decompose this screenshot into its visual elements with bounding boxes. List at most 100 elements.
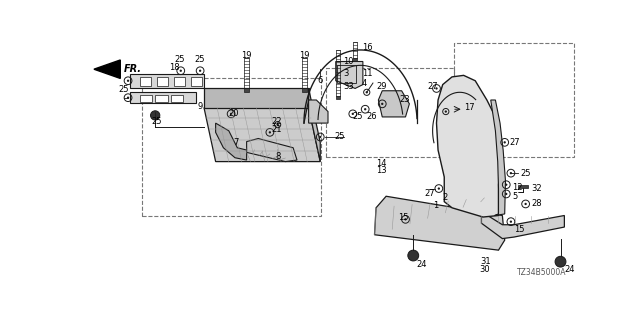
Text: 7: 7 (234, 138, 239, 147)
Circle shape (127, 80, 129, 82)
Text: 21: 21 (271, 125, 282, 134)
Text: 4: 4 (362, 78, 367, 88)
Text: 12: 12 (513, 182, 523, 191)
Polygon shape (308, 100, 328, 123)
Circle shape (127, 97, 129, 99)
Bar (140, 77, 150, 86)
Text: 15: 15 (514, 225, 525, 234)
Text: 20: 20 (229, 109, 239, 118)
Bar (302, 88, 307, 92)
Text: 27: 27 (428, 82, 438, 91)
Bar (140, 95, 152, 101)
Polygon shape (491, 100, 506, 215)
Text: 6: 6 (317, 76, 323, 85)
Text: 27: 27 (509, 138, 520, 147)
Polygon shape (481, 212, 564, 239)
Circle shape (381, 103, 383, 105)
Text: 27: 27 (424, 189, 435, 198)
Polygon shape (518, 185, 528, 192)
Text: TZ34B5000A: TZ34B5000A (517, 268, 566, 277)
Polygon shape (94, 60, 120, 78)
Text: 13: 13 (376, 166, 387, 175)
Text: 25: 25 (334, 132, 345, 141)
Text: 16: 16 (362, 43, 372, 52)
Text: 8: 8 (275, 152, 281, 161)
Text: 11: 11 (362, 68, 372, 77)
Circle shape (509, 220, 512, 223)
Text: 31: 31 (481, 257, 492, 266)
Circle shape (404, 218, 406, 220)
Circle shape (509, 172, 512, 174)
Circle shape (504, 141, 506, 143)
Polygon shape (204, 108, 320, 162)
Text: 33: 33 (344, 82, 355, 91)
Circle shape (150, 111, 160, 120)
Bar (337, 65, 356, 83)
Circle shape (505, 184, 508, 186)
Polygon shape (436, 75, 502, 217)
Circle shape (438, 188, 440, 190)
Circle shape (365, 91, 368, 93)
Bar (157, 77, 168, 86)
Text: 18: 18 (169, 63, 180, 72)
Polygon shape (336, 61, 363, 88)
Polygon shape (131, 92, 196, 103)
Polygon shape (216, 123, 246, 160)
Bar (171, 95, 183, 101)
Text: 2: 2 (443, 193, 448, 202)
Bar (244, 88, 250, 92)
Circle shape (524, 203, 527, 205)
Bar (336, 96, 340, 99)
Circle shape (408, 250, 419, 261)
Text: 15: 15 (397, 212, 408, 221)
Circle shape (351, 113, 354, 115)
Text: 25: 25 (175, 55, 185, 64)
Text: 25: 25 (520, 169, 531, 178)
Text: 19: 19 (241, 51, 252, 60)
Polygon shape (308, 88, 320, 162)
Bar (191, 77, 202, 86)
Text: 1: 1 (433, 201, 438, 210)
Circle shape (319, 136, 321, 138)
Text: 25: 25 (119, 85, 129, 94)
Bar (326, 68, 454, 157)
Bar (454, 43, 573, 157)
Text: 22: 22 (271, 117, 282, 126)
Text: 24: 24 (417, 260, 427, 268)
Text: 9: 9 (198, 102, 203, 111)
Circle shape (364, 108, 366, 110)
Text: 25: 25 (353, 112, 364, 121)
Circle shape (180, 69, 182, 72)
Circle shape (269, 131, 271, 133)
Bar (174, 77, 184, 86)
Text: 26: 26 (367, 112, 378, 121)
Polygon shape (374, 196, 505, 250)
Text: 17: 17 (465, 103, 475, 112)
Text: 32: 32 (531, 184, 541, 193)
Bar (142, 78, 321, 216)
Text: 19: 19 (300, 51, 310, 60)
Circle shape (276, 124, 279, 126)
Text: FR.: FR. (124, 64, 141, 74)
Text: 23: 23 (399, 95, 410, 105)
Text: 28: 28 (531, 199, 541, 208)
Bar (155, 95, 168, 101)
Text: 14: 14 (376, 159, 387, 168)
Text: 10: 10 (344, 57, 354, 66)
Circle shape (555, 256, 566, 267)
Text: 5: 5 (513, 192, 518, 201)
Circle shape (505, 193, 508, 195)
Circle shape (435, 87, 438, 90)
Polygon shape (131, 74, 204, 88)
Text: 3: 3 (344, 69, 349, 78)
Circle shape (445, 110, 447, 113)
Bar (353, 58, 358, 61)
Polygon shape (246, 139, 297, 162)
Text: 29: 29 (376, 82, 387, 91)
Circle shape (199, 69, 202, 72)
Text: 24: 24 (564, 265, 575, 274)
Text: 25: 25 (195, 55, 205, 64)
Text: 25: 25 (151, 117, 162, 126)
Polygon shape (378, 91, 410, 117)
Polygon shape (204, 88, 308, 108)
